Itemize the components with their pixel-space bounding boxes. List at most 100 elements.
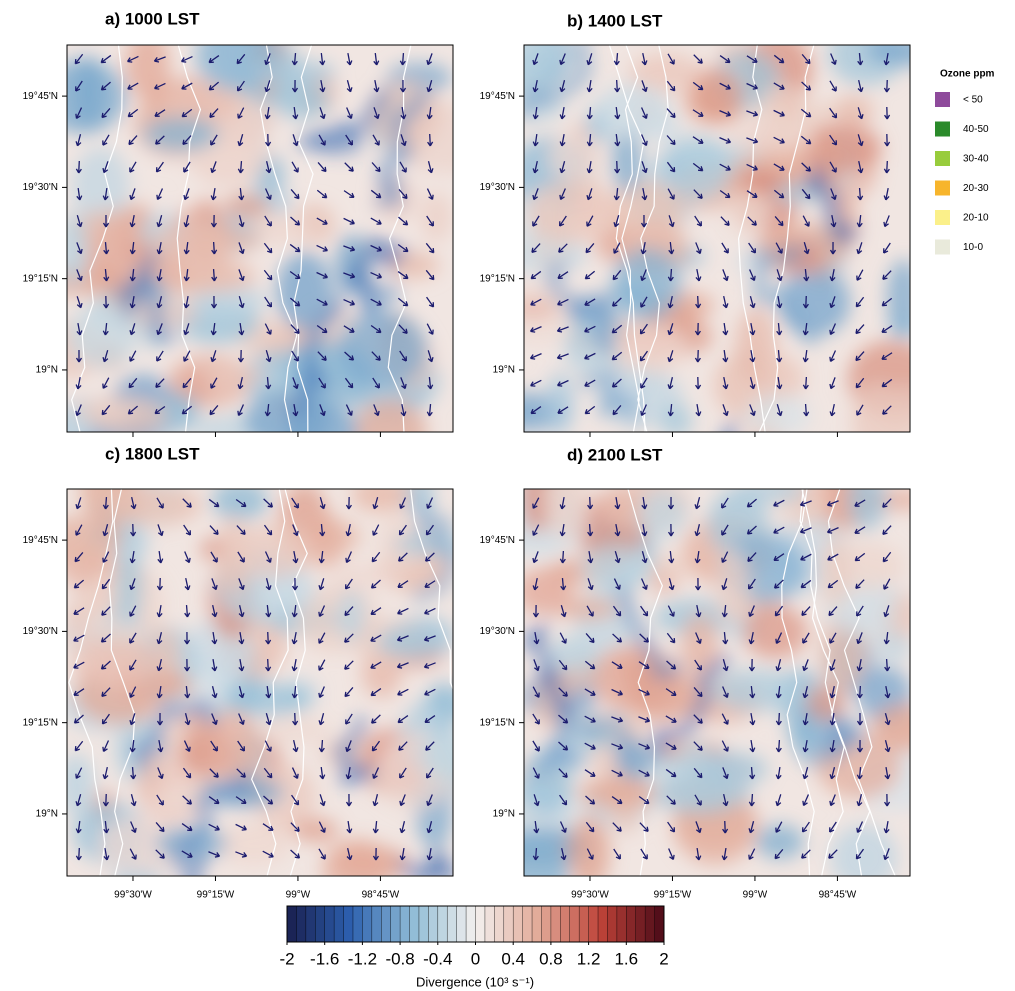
colorbar-box	[334, 906, 344, 942]
colorbar-box	[617, 906, 627, 942]
colorbar-box	[391, 906, 401, 942]
lat-tick-label: 19°15'N	[23, 717, 58, 728]
colorbar-box	[315, 906, 325, 942]
field-blob	[231, 524, 314, 578]
lat-tick-label: 19°30'N	[480, 626, 515, 637]
field-blob	[394, 533, 469, 556]
field-blob	[614, 323, 688, 373]
legend-title: Ozone ppm	[940, 69, 995, 80]
field-blob	[554, 597, 619, 620]
colorbar-box	[410, 906, 420, 942]
field-blob	[338, 590, 365, 641]
field-blob	[578, 777, 660, 809]
colorbar-box	[457, 906, 467, 942]
colorbar-box	[494, 906, 504, 942]
field-blob	[510, 298, 558, 319]
colorbar-box	[362, 906, 372, 942]
lat-tick-label: 19°N	[493, 809, 515, 820]
colorbar-box	[447, 906, 457, 942]
colorbar-box	[428, 906, 438, 942]
colorbar-tick-label: 0.4	[501, 949, 525, 968]
colorbar-tick-label: 0.8	[539, 949, 563, 968]
field-blob	[893, 592, 920, 635]
legend-swatch	[935, 122, 950, 137]
field-blob	[274, 82, 330, 120]
colorbar-box	[655, 906, 665, 942]
field-blob	[875, 631, 911, 663]
field-blob	[696, 753, 768, 786]
field-blob	[496, 25, 563, 80]
field-blob	[527, 181, 619, 243]
lat-tick-label: 19°45'N	[23, 91, 58, 102]
lon-tick-label: 99°30'W	[114, 890, 152, 901]
map-panel	[483, 459, 939, 908]
colorbar-box	[579, 906, 589, 942]
lon-tick-label: 99°15'W	[197, 890, 235, 901]
panel-title: d) 2100 LST	[567, 445, 663, 464]
field-blob	[887, 259, 921, 335]
field-blob	[847, 470, 886, 531]
lat-tick-label: 19°N	[493, 365, 515, 376]
colorbar-label: Divergence (10³ s⁻¹)	[416, 974, 534, 989]
colorbar-box	[598, 906, 608, 942]
colorbar-box	[306, 906, 316, 942]
panel-title: c) 1800 LST	[105, 444, 200, 463]
colorbar-tick-label: -0.4	[423, 949, 452, 968]
field-blob	[834, 96, 874, 127]
colorbar-tick-label: -1.6	[310, 949, 339, 968]
legend-label: 30-40	[963, 154, 989, 165]
field-blob	[377, 626, 454, 658]
lon-tick-label: 98°45'W	[819, 890, 857, 901]
map-panel	[488, 22, 952, 514]
colorbar-box	[485, 906, 495, 942]
lat-tick-label: 19°30'N	[480, 182, 515, 193]
divergence-field	[483, 459, 939, 908]
colorbar-box	[476, 906, 486, 942]
colorbar-tick-label: 1.2	[577, 949, 601, 968]
colorbar-box	[400, 906, 410, 942]
colorbar-box	[381, 906, 391, 942]
field-blob	[58, 753, 95, 816]
colorbar-box	[645, 906, 655, 942]
colorbar-box	[560, 906, 570, 942]
lon-tick-label: 99°30'W	[571, 890, 609, 901]
lon-tick-label: 99°15'W	[654, 890, 692, 901]
field-blob	[546, 371, 575, 435]
lon-tick-label: 99°W	[743, 890, 768, 901]
legend-swatch	[935, 210, 950, 225]
field-blob	[612, 248, 682, 321]
lat-tick-label: 19°45'N	[23, 535, 58, 546]
field-blob	[712, 669, 802, 711]
lat-tick-label: 19°15'N	[480, 273, 515, 284]
panel-title: b) 1400 LST	[567, 11, 663, 30]
colorbar-box	[589, 906, 599, 942]
figure: Ozone ppm Divergence (10³ s⁻¹) a) 1000 L…	[0, 0, 1015, 991]
legend-swatch	[935, 240, 950, 255]
field-blob	[143, 117, 218, 151]
colorbar-box	[541, 906, 551, 942]
colorbar-tick-label: -1.2	[348, 949, 377, 968]
lat-tick-label: 19°15'N	[480, 717, 515, 728]
field-blob	[211, 481, 268, 520]
map-panel	[37, 19, 490, 464]
colorbar-box	[325, 906, 335, 942]
legend-label: 10-0	[963, 242, 983, 253]
colorbar-box	[344, 906, 354, 942]
field-blob	[334, 563, 401, 588]
lon-tick-label: 99°W	[286, 890, 311, 901]
colorbar-box	[419, 906, 429, 942]
legend-label: 20-30	[963, 183, 989, 194]
colorbar-box	[551, 906, 561, 942]
legend-label: < 50	[963, 95, 983, 106]
legend-swatch	[935, 181, 950, 196]
field-blob	[715, 548, 750, 626]
lon-tick-label: 98°45'W	[362, 890, 400, 901]
colorbar-box	[532, 906, 542, 942]
lat-tick-label: 19°30'N	[23, 626, 58, 637]
field-blob	[725, 191, 771, 235]
field-blob	[819, 535, 851, 608]
lat-tick-label: 19°15'N	[23, 273, 58, 284]
legend-label: 40-50	[963, 124, 989, 135]
colorbar-box	[287, 906, 297, 942]
field-blob	[263, 576, 318, 606]
